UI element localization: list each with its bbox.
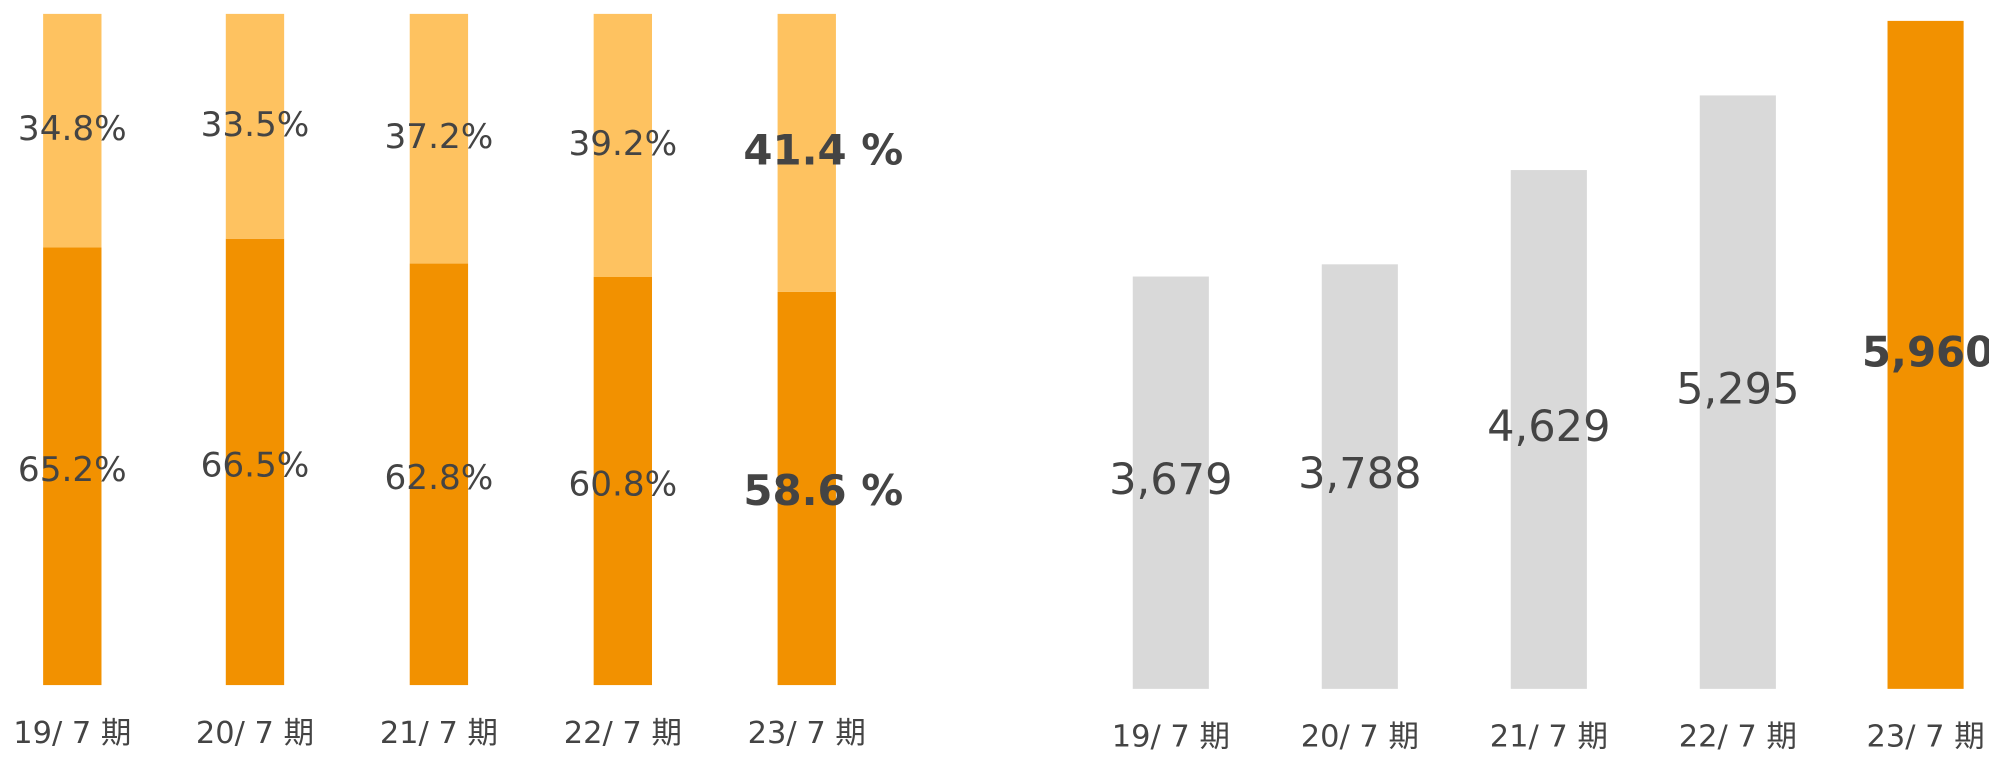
bar [1510,170,1587,689]
x-tick-label: 23/ 7 期 [1866,720,1984,755]
x-tick-label: 23/ 7 期 [748,716,866,751]
x-tick-label: 22/ 7 期 [564,716,682,751]
bar [1887,20,1964,689]
value-label: 62.8% [385,458,494,498]
value-label: 37.2% [385,117,494,157]
x-tick-label: 21/ 7 期 [1490,720,1608,755]
x-tick-label: 22/ 7 期 [1679,720,1797,755]
bar-segment [225,238,285,686]
value-label: 3,788 [1298,449,1421,499]
value-label: 66.5% [201,446,310,486]
bar-segment [409,263,469,686]
value-label: 58.6 % [743,466,903,515]
x-tick-label: 19/ 7 期 [13,716,131,751]
bar-segment [225,13,285,239]
value-label: 3,679 [1109,455,1232,505]
bar [1699,95,1776,689]
value-label: 5,295 [1676,365,1799,415]
bar-segment [43,13,102,248]
x-tick-label: 19/ 7 期 [1112,720,1230,755]
value-label: 4,629 [1487,402,1610,452]
x-tick-label: 21/ 7 期 [380,716,498,751]
x-tick-label: 20/ 7 期 [196,716,314,751]
bar-segment [777,13,836,292]
value-label: 34.8% [18,109,127,149]
value-label: 39.2% [568,124,677,164]
value-label: 60.8% [568,465,677,505]
bar-segment [43,247,102,686]
value-label: 65.2% [18,450,127,490]
bar [1321,264,1398,689]
bar-segment [593,276,653,686]
bar-segment [593,13,653,277]
bar-segment [777,291,836,686]
value-label: 5,960 [1862,327,1989,376]
x-tick-label: 20/ 7 期 [1301,720,1419,755]
value-label: 33.5% [201,105,310,145]
value-label: 41.4 % [743,125,903,174]
bar-segment [409,13,469,264]
bar [1132,276,1209,689]
